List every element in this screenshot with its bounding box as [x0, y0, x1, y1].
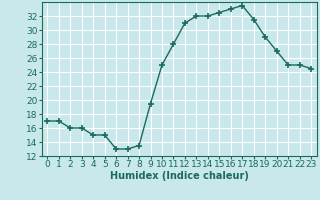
X-axis label: Humidex (Indice chaleur): Humidex (Indice chaleur): [110, 171, 249, 181]
